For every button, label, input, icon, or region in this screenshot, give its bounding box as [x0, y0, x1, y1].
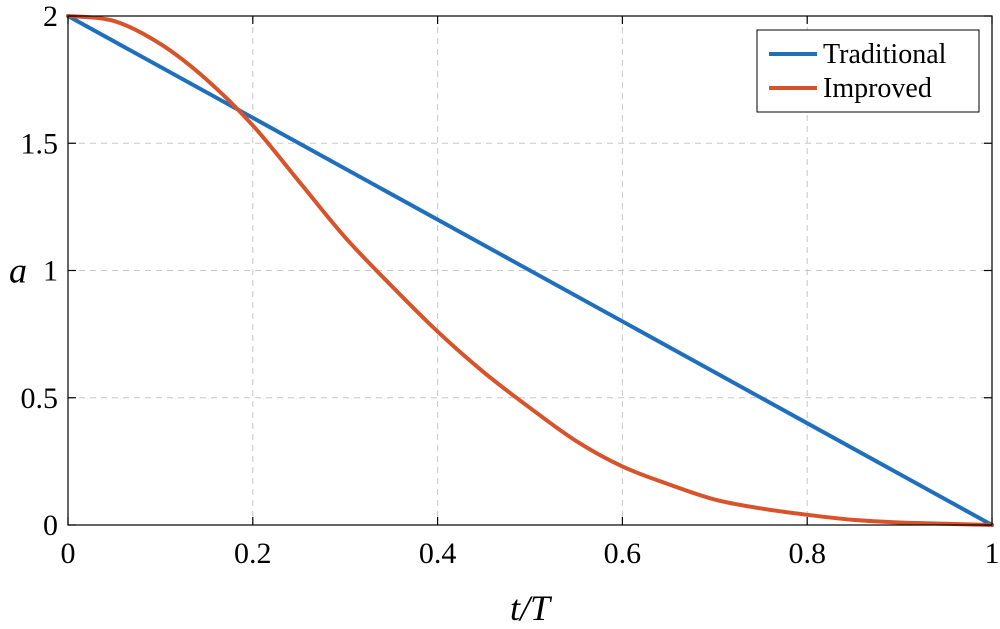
series-line-traditional [66, 14, 994, 527]
x-tick-label: 0.6 [604, 537, 642, 570]
x-tick-label: 0.4 [419, 537, 457, 570]
x-tick-label: 0.2 [234, 537, 272, 570]
grid-lines [68, 16, 992, 525]
axis-ticks [67, 15, 993, 526]
y-tick-label: 2 [43, 0, 58, 33]
series-layer [66, 14, 994, 527]
legend-label-traditional: Traditional [823, 39, 947, 70]
y-tick-label: 1 [43, 255, 58, 288]
y-tick-label: 1.5 [21, 127, 59, 160]
legend-box [756, 29, 980, 113]
legend-label-improved: Improved [823, 73, 932, 104]
y-tick-label: 0 [43, 509, 58, 542]
y-axis-label: a [9, 251, 27, 291]
y-tick-label: 0.5 [21, 382, 59, 415]
tick-labels: 0 0.2 0.4 0.6 0.8 1 0 0.5 1 1.5 2 [21, 0, 1000, 570]
x-tick-label: 0 [61, 537, 76, 570]
series-line-improved [66, 14, 994, 527]
x-tick-label: 1 [985, 537, 1000, 570]
x-tick-label: 0.8 [788, 537, 826, 570]
x-axis-label: t/T [510, 588, 553, 628]
